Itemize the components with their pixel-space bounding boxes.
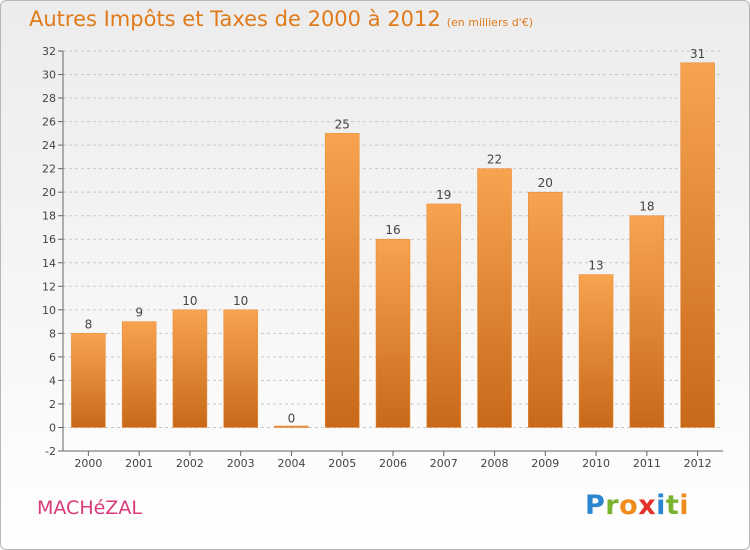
bar — [375, 238, 411, 428]
y-tick-label: 6 — [49, 351, 56, 364]
x-tick-label: 2006 — [379, 457, 407, 470]
y-tick-label: 8 — [49, 327, 56, 340]
x-tick-label: 2005 — [328, 457, 356, 470]
x-tick-label: 2007 — [430, 457, 458, 470]
bar-value-label: 9 — [135, 306, 143, 320]
y-tick-label: 0 — [49, 421, 56, 434]
bars: 8 9 10 10 0 25 16 19 22 20 13 18 31 — [71, 47, 715, 428]
x-tick-label: 2010 — [582, 457, 610, 470]
bar — [71, 333, 106, 428]
y-tick-label: 10 — [42, 304, 56, 317]
chart-unit-note: (en milliers d'€) — [446, 16, 533, 29]
y-tick-label: 26 — [42, 116, 56, 129]
bar-value-label: 22 — [487, 153, 502, 167]
y-tick-label: 4 — [49, 374, 56, 387]
bar — [528, 191, 563, 428]
bar — [172, 309, 208, 428]
bar — [578, 274, 614, 428]
bar — [477, 168, 512, 428]
bar-value-label: 0 — [288, 411, 296, 425]
y-tick-label: 14 — [42, 257, 56, 270]
x-tick-label: 2011 — [633, 457, 661, 470]
y-tick-label: 24 — [42, 139, 56, 152]
x-tick-label: 2012 — [684, 457, 712, 470]
bar-value-label: 25 — [335, 117, 350, 131]
x-tick-label: 2009 — [531, 457, 559, 470]
y-tick-label: 28 — [42, 92, 56, 105]
commune-name: MACHéZAL — [37, 497, 142, 519]
bar — [680, 62, 715, 428]
y-tick-label: 12 — [42, 280, 56, 293]
proxiti-logo: Proxiti — [585, 490, 690, 521]
bar-value-label: 13 — [588, 259, 603, 273]
y-tick-label: 20 — [42, 186, 56, 199]
x-tick-label: 2004 — [277, 457, 305, 470]
bar — [426, 203, 462, 428]
y-tick-label: -2 — [45, 445, 56, 458]
bar-value-label: 10 — [182, 294, 197, 308]
y-tick-label: 22 — [42, 163, 56, 176]
bar — [223, 309, 258, 428]
x-tick-label: 2002 — [176, 457, 204, 470]
bar-value-label: 31 — [690, 47, 705, 61]
y-tick-label: 32 — [42, 45, 56, 58]
bar-value-label: 8 — [85, 317, 93, 331]
x-tick-label: 2000 — [74, 457, 102, 470]
x-tick-label: 2001 — [125, 457, 153, 470]
bar-value-label: 19 — [436, 188, 451, 202]
bar — [274, 425, 309, 428]
bar — [121, 321, 157, 428]
chart-title: Autres Impôts et Taxes de 2000 à 2012 (en… — [29, 7, 533, 31]
chart-title-text: Autres Impôts et Taxes de 2000 à 2012 — [29, 7, 441, 31]
y-tick-label: 18 — [42, 210, 56, 223]
bar — [324, 133, 360, 428]
bar — [629, 215, 665, 428]
y-tick-label: 16 — [42, 233, 56, 246]
y-tick-label: 2 — [49, 398, 56, 411]
bar-value-label: 20 — [538, 176, 553, 190]
x-tick-label: 2008 — [481, 457, 509, 470]
bar-value-label: 10 — [233, 294, 248, 308]
y-tick-label: 30 — [42, 69, 56, 82]
bar-value-label: 18 — [639, 200, 654, 214]
x-tick-label: 2003 — [227, 457, 255, 470]
bar-value-label: 16 — [385, 223, 400, 237]
